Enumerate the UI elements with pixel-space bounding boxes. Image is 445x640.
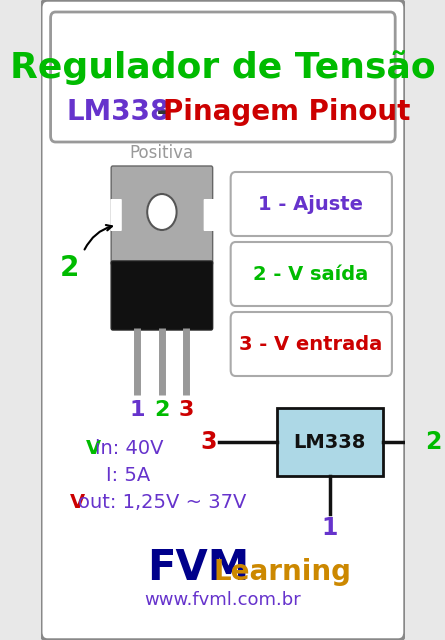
Text: -: -	[146, 98, 177, 126]
FancyBboxPatch shape	[111, 166, 213, 265]
Text: Learning: Learning	[213, 558, 351, 586]
Text: Pinagem Pinout: Pinagem Pinout	[162, 98, 410, 126]
Text: Positiva: Positiva	[130, 144, 194, 162]
Text: in: 40V: in: 40V	[95, 438, 163, 458]
FancyBboxPatch shape	[110, 199, 122, 231]
Text: 1 - Ajuste: 1 - Ajuste	[259, 195, 364, 214]
Text: 1: 1	[129, 400, 145, 420]
FancyBboxPatch shape	[231, 312, 392, 376]
Text: V: V	[86, 438, 101, 458]
Text: www.fvml.com.br: www.fvml.com.br	[144, 591, 301, 609]
Text: 2: 2	[60, 254, 79, 282]
Text: LM338: LM338	[67, 98, 170, 126]
FancyBboxPatch shape	[231, 172, 392, 236]
FancyBboxPatch shape	[111, 261, 213, 330]
Text: 2: 2	[425, 430, 442, 454]
Bar	[276, 408, 383, 476]
Text: LM338: LM338	[294, 433, 366, 451]
Text: 2: 2	[154, 400, 170, 420]
Text: 3: 3	[179, 400, 194, 420]
Circle shape	[147, 194, 177, 230]
Text: out: 1,25V ~ 37V: out: 1,25V ~ 37V	[78, 493, 247, 511]
FancyBboxPatch shape	[204, 199, 215, 231]
Text: 3: 3	[200, 430, 217, 454]
Text: 2 - V saída: 2 - V saída	[253, 264, 368, 284]
Text: V: V	[69, 493, 85, 511]
Text: I: 5A: I: 5A	[106, 465, 150, 484]
FancyBboxPatch shape	[41, 0, 405, 640]
FancyBboxPatch shape	[231, 242, 392, 306]
FancyBboxPatch shape	[51, 12, 395, 142]
Text: Regulador de Tensão: Regulador de Tensão	[10, 51, 435, 85]
Text: 3 - V entrada: 3 - V entrada	[239, 335, 383, 353]
Text: FVM: FVM	[147, 547, 249, 589]
Text: 1: 1	[322, 516, 338, 540]
